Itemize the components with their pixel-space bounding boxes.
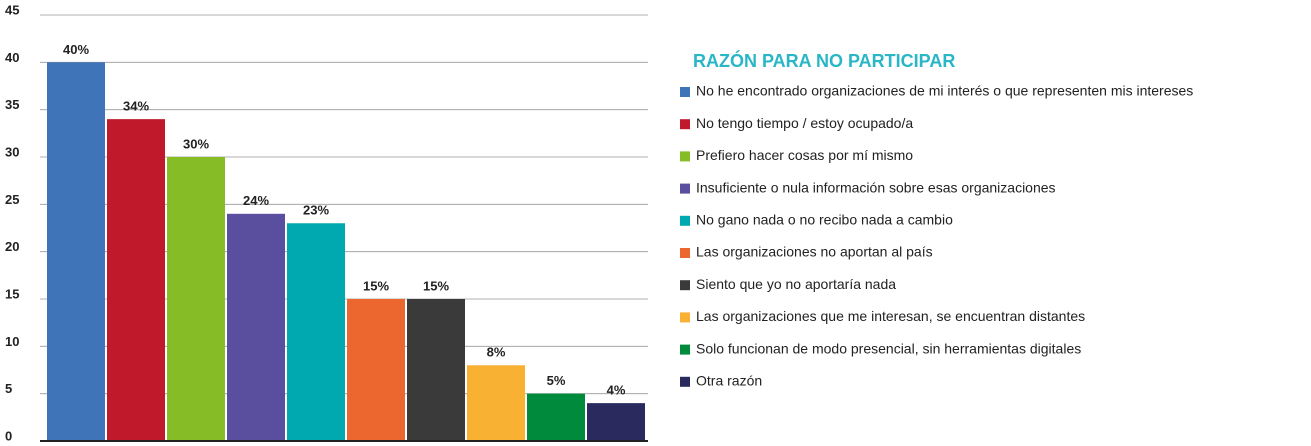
value-label: 30% bbox=[183, 136, 209, 151]
y-tick-label: 35 bbox=[5, 97, 19, 112]
bar bbox=[227, 213, 285, 441]
legend-title: RAZÓN PARA NO PARTICIPAR bbox=[693, 50, 955, 71]
legend-swatch bbox=[680, 344, 690, 355]
bar bbox=[107, 119, 165, 441]
y-tick-label: 5 bbox=[5, 381, 12, 396]
y-tick-label: 15 bbox=[5, 286, 19, 301]
legend-swatch bbox=[680, 215, 690, 226]
y-tick-label: 10 bbox=[5, 334, 19, 349]
legend-label: Prefiero hacer cosas por mí mismo bbox=[696, 147, 913, 163]
legend-swatch bbox=[680, 119, 690, 130]
legend-label: Insuficiente o nula información sobre es… bbox=[696, 179, 1056, 195]
bar bbox=[167, 157, 225, 441]
value-label: 40% bbox=[63, 42, 89, 57]
y-tick-label: 45 bbox=[5, 2, 19, 17]
legend-label: Solo funcionan de modo presencial, sin h… bbox=[696, 340, 1081, 356]
value-label: 4% bbox=[607, 383, 626, 398]
y-tick-label: 40 bbox=[5, 50, 19, 65]
y-tick-label: 25 bbox=[5, 192, 19, 207]
bar bbox=[407, 299, 465, 441]
legend-swatch bbox=[680, 183, 690, 194]
y-tick-label: 20 bbox=[5, 239, 19, 254]
bar bbox=[47, 62, 105, 441]
bar bbox=[347, 299, 405, 441]
legend-swatch bbox=[680, 87, 690, 97]
legend-swatch bbox=[680, 248, 690, 258]
legend-label: Siento que yo no aportaría nada bbox=[696, 276, 896, 292]
bar bbox=[287, 223, 345, 441]
legend-label: No tengo tiempo / estoy ocupado/a bbox=[696, 115, 913, 131]
bar bbox=[587, 403, 645, 441]
value-label: 15% bbox=[363, 278, 389, 293]
legend-swatch bbox=[680, 280, 690, 291]
value-label: 15% bbox=[423, 278, 449, 293]
value-label: 5% bbox=[547, 373, 566, 388]
value-label: 8% bbox=[487, 345, 506, 360]
legend-label: Otra razón bbox=[696, 373, 762, 389]
bar bbox=[527, 393, 585, 441]
legend-label: No he encontrado organizaciones de mi in… bbox=[696, 83, 1193, 99]
legend-label: No gano nada o no recibo nada a cambio bbox=[696, 212, 953, 228]
value-label: 34% bbox=[123, 99, 149, 114]
legend-swatch bbox=[680, 312, 690, 323]
legend-swatch bbox=[680, 151, 690, 162]
value-label: 23% bbox=[303, 203, 329, 218]
legend-swatch bbox=[680, 376, 690, 387]
legend-label: Las organizaciones que me interesan, se … bbox=[696, 308, 1085, 324]
y-tick-label: 30 bbox=[5, 144, 19, 159]
legend-label: Las organizaciones no aportan al país bbox=[696, 244, 933, 260]
bar bbox=[467, 365, 525, 441]
y-tick-label: 0 bbox=[5, 428, 12, 443]
value-label: 24% bbox=[243, 193, 269, 208]
